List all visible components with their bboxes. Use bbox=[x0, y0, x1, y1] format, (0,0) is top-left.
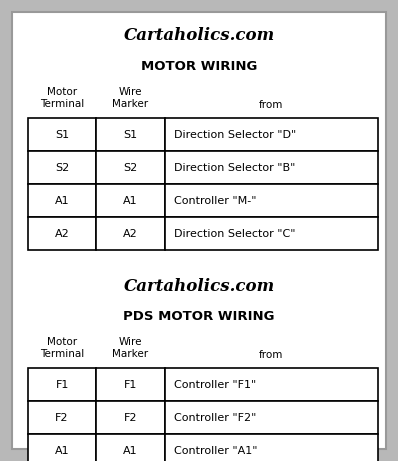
Text: Motor
Terminal: Motor Terminal bbox=[40, 337, 84, 359]
Bar bbox=[164, 368, 378, 401]
Bar bbox=[164, 151, 378, 184]
Bar bbox=[28, 368, 96, 401]
Bar bbox=[164, 118, 378, 151]
Text: A1: A1 bbox=[123, 445, 138, 455]
Text: S2: S2 bbox=[55, 162, 69, 172]
Text: S2: S2 bbox=[123, 162, 137, 172]
Bar bbox=[96, 401, 164, 434]
Bar bbox=[164, 434, 378, 461]
Text: Controller "F1": Controller "F1" bbox=[174, 379, 257, 390]
Text: Cartaholics.com: Cartaholics.com bbox=[123, 28, 275, 45]
Bar bbox=[96, 151, 164, 184]
Text: Motor
Terminal: Motor Terminal bbox=[40, 87, 84, 109]
Bar bbox=[96, 434, 164, 461]
Text: from: from bbox=[259, 350, 283, 360]
Text: S1: S1 bbox=[55, 130, 69, 140]
Text: Wire
Marker: Wire Marker bbox=[112, 87, 148, 109]
Text: from: from bbox=[259, 100, 283, 110]
Text: PDS MOTOR WIRING: PDS MOTOR WIRING bbox=[123, 309, 275, 323]
Text: F2: F2 bbox=[55, 413, 69, 422]
Bar bbox=[96, 368, 164, 401]
Text: A2: A2 bbox=[123, 229, 138, 238]
Bar bbox=[96, 184, 164, 217]
Text: A1: A1 bbox=[123, 195, 138, 206]
Text: S1: S1 bbox=[123, 130, 137, 140]
Text: Controller "F2": Controller "F2" bbox=[174, 413, 257, 422]
Text: Controller "M-": Controller "M-" bbox=[174, 195, 257, 206]
Text: Wire
Marker: Wire Marker bbox=[112, 337, 148, 359]
Bar bbox=[28, 184, 96, 217]
Text: Cartaholics.com: Cartaholics.com bbox=[123, 278, 275, 295]
Text: F2: F2 bbox=[124, 413, 137, 422]
Text: A1: A1 bbox=[55, 445, 69, 455]
Bar bbox=[164, 401, 378, 434]
Bar bbox=[96, 217, 164, 250]
Bar bbox=[96, 118, 164, 151]
Bar bbox=[28, 401, 96, 434]
Bar bbox=[164, 184, 378, 217]
Text: Direction Selector "C": Direction Selector "C" bbox=[174, 229, 296, 238]
Text: A1: A1 bbox=[55, 195, 69, 206]
Text: A2: A2 bbox=[55, 229, 70, 238]
Bar bbox=[28, 118, 96, 151]
Text: F1: F1 bbox=[124, 379, 137, 390]
Text: Direction Selector "B": Direction Selector "B" bbox=[174, 162, 296, 172]
Bar bbox=[28, 434, 96, 461]
Bar bbox=[164, 217, 378, 250]
Bar bbox=[28, 217, 96, 250]
Text: Controller "A1": Controller "A1" bbox=[174, 445, 258, 455]
Text: F1: F1 bbox=[55, 379, 69, 390]
Text: Direction Selector "D": Direction Selector "D" bbox=[174, 130, 297, 140]
Text: MOTOR WIRING: MOTOR WIRING bbox=[141, 59, 257, 72]
Bar bbox=[28, 151, 96, 184]
